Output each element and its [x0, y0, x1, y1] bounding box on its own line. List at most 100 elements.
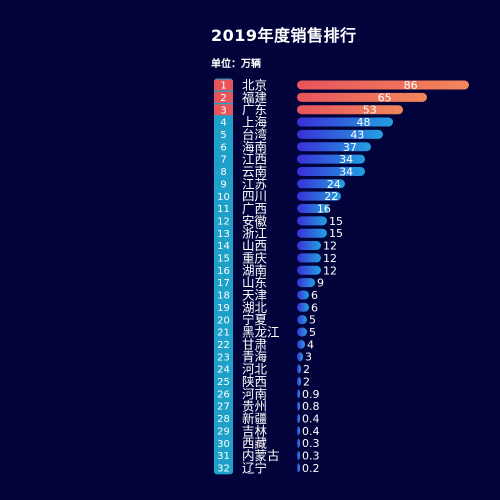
- rank-badge: [214, 301, 233, 313]
- bar: [297, 290, 309, 300]
- rank-badge: [214, 462, 233, 474]
- value-label: 53: [363, 104, 377, 117]
- value-label: 0.2: [302, 462, 320, 475]
- bar: [297, 389, 300, 399]
- rank-number: 25: [217, 377, 230, 388]
- rank-number: 6: [220, 142, 226, 153]
- category-label: 吉林: [242, 423, 268, 438]
- rank-badge: [214, 450, 233, 461]
- value-label: 86: [404, 79, 418, 92]
- rank-badge: [214, 363, 233, 375]
- rank-number: 4: [220, 118, 226, 129]
- value-label: 43: [350, 128, 364, 141]
- value-label: 37: [343, 141, 357, 154]
- bar: [297, 327, 307, 337]
- bar: [297, 463, 300, 473]
- value-label: 6: [311, 289, 318, 302]
- rank-number: 19: [217, 303, 230, 314]
- value-label: 65: [378, 91, 392, 104]
- category-label: 天津: [242, 287, 267, 302]
- rank-number: 13: [217, 229, 230, 240]
- value-label: 0.3: [302, 437, 320, 450]
- category-label: 河南: [242, 386, 267, 401]
- value-label: 16: [317, 203, 331, 216]
- category-label: 广西: [242, 201, 267, 216]
- category-label: 安徽: [242, 213, 268, 228]
- rank-number: 10: [217, 192, 230, 203]
- rank-badge: [214, 277, 233, 289]
- value-label: 12: [323, 252, 337, 265]
- bar: [297, 315, 307, 325]
- category-label: 西藏: [242, 436, 268, 451]
- category-label: 海南: [242, 139, 267, 154]
- value-label: 0.3: [302, 450, 320, 463]
- rank-number: 22: [217, 340, 230, 351]
- value-label: 0.4: [302, 425, 320, 438]
- bar: [297, 413, 300, 423]
- rank-badge: [214, 289, 233, 301]
- rank-number: 20: [217, 315, 230, 326]
- rank-number: 2: [220, 93, 226, 104]
- value-label: 0.8: [302, 400, 320, 413]
- bar: [297, 142, 371, 152]
- bar: [297, 451, 300, 460]
- rank-number: 28: [217, 414, 230, 425]
- rank-number: 16: [217, 266, 230, 277]
- value-label: 15: [329, 227, 343, 240]
- rank-badge: [214, 79, 233, 91]
- bar: [297, 265, 321, 275]
- category-label: 内蒙古: [242, 448, 280, 463]
- rank-badge: [214, 91, 233, 103]
- rank-number: 3: [220, 105, 226, 116]
- bar: [297, 92, 427, 102]
- rank-badge: [214, 351, 233, 363]
- value-label: 0.9: [302, 388, 320, 401]
- category-label: 甘肃: [242, 337, 267, 352]
- value-label: 22: [324, 190, 338, 203]
- bar: [297, 339, 305, 349]
- rank-badge: [214, 104, 233, 116]
- category-label: 山东: [242, 275, 267, 290]
- rank-badge: [214, 425, 233, 437]
- value-label: 24: [327, 178, 341, 191]
- rank-number: 24: [217, 365, 230, 376]
- rank-badge: [214, 412, 233, 424]
- category-label: 上海: [242, 115, 268, 130]
- rank-number: 7: [220, 155, 226, 166]
- rank-badge: [214, 400, 233, 412]
- value-label: 34: [339, 153, 353, 166]
- bar: [297, 216, 327, 226]
- rank-badge: [214, 116, 233, 128]
- bar: [297, 376, 301, 386]
- rank-badge: [214, 264, 233, 276]
- category-label: 浙江: [242, 226, 267, 241]
- value-label: 3: [305, 351, 312, 364]
- rank-number: 12: [217, 216, 230, 227]
- category-label: 河北: [242, 362, 268, 377]
- rank-number: 30: [217, 439, 230, 450]
- rank-badge: [214, 165, 233, 177]
- bar: [297, 80, 469, 90]
- value-label: 34: [339, 165, 353, 178]
- value-label: 15: [329, 215, 343, 228]
- rank-badge: [214, 128, 233, 140]
- rank-badge: [214, 215, 233, 227]
- rank-badge-track: [214, 78, 233, 475]
- rank-badge: [214, 227, 233, 239]
- value-label: 5: [309, 326, 316, 339]
- bar: [297, 401, 300, 411]
- category-label: 四川: [242, 189, 267, 204]
- rank-badge: [214, 388, 233, 400]
- unit-label: 单位：万辆: [211, 59, 261, 70]
- bar: [297, 166, 365, 176]
- rank-number: 8: [220, 167, 226, 178]
- category-label: 宁夏: [242, 312, 268, 327]
- category-label: 江苏: [242, 176, 267, 191]
- rank-badge: [214, 153, 233, 165]
- rank-badge: [214, 178, 233, 190]
- value-label: 6: [311, 301, 318, 314]
- value-label: 48: [357, 116, 371, 129]
- category-label: 重庆: [242, 250, 268, 265]
